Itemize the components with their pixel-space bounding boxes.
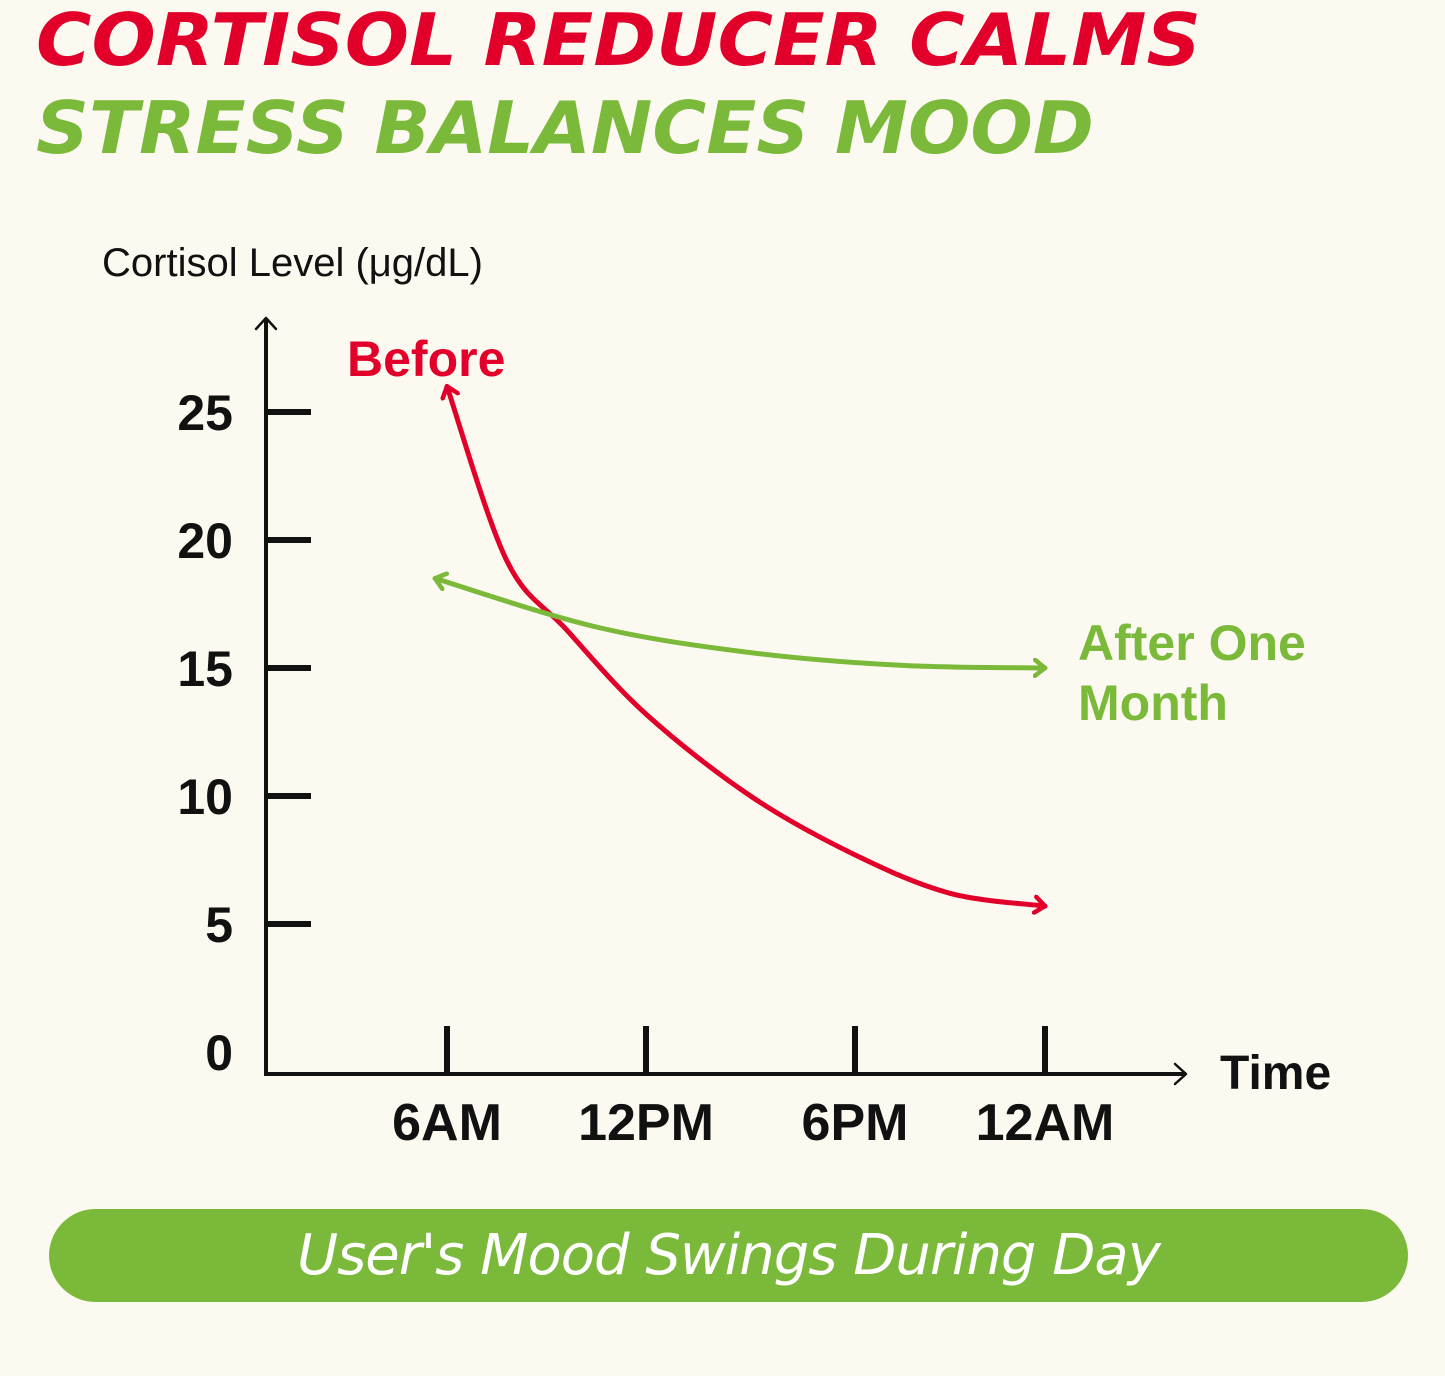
before-series-line [444, 383, 1048, 906]
before-series-label: Before [347, 331, 505, 387]
after-series-line [432, 575, 1048, 668]
after-series-label: After One Month [1078, 615, 1306, 731]
before-start-arrow [447, 386, 566, 629]
x-tick-label: 12AM [976, 1094, 1115, 1152]
y-axis-label: Cortisol Level (μg/dL) [102, 241, 483, 285]
y-tick-label: 20 [177, 513, 233, 569]
x-tick-label: 12PM [578, 1094, 714, 1152]
x-tick-label: 6PM [802, 1094, 909, 1152]
headline-line-1: CORTISOL REDUCER CALMS [36, 0, 1201, 82]
cortisol-chart: Cortisol Level (μg/dL) 0 5 10 15 20 25 6AM 12P… [102, 241, 1331, 1152]
y-tick-label: 5 [205, 897, 233, 953]
x-tick-label: 6AM [392, 1094, 502, 1152]
y-tick-label: 25 [177, 385, 233, 441]
y-tick-label: 15 [177, 641, 233, 697]
y-tick-label: 10 [177, 769, 233, 825]
x-axis-ticks: 6AM 12PM 6PM 12AM [392, 1026, 1114, 1152]
mood-swings-banner: User's Mood Swings During Day [49, 1209, 1408, 1302]
banner-text: User's Mood Swings During Day [297, 1223, 1161, 1288]
headline-line-2: STRESS BALANCES MOOD [36, 86, 1094, 170]
y-tick-label: 0 [205, 1025, 233, 1081]
x-axis-label: Time [1220, 1047, 1331, 1100]
after-start-arrow [435, 578, 751, 652]
y-axis-ticks: 0 5 10 15 20 25 [177, 385, 311, 1081]
